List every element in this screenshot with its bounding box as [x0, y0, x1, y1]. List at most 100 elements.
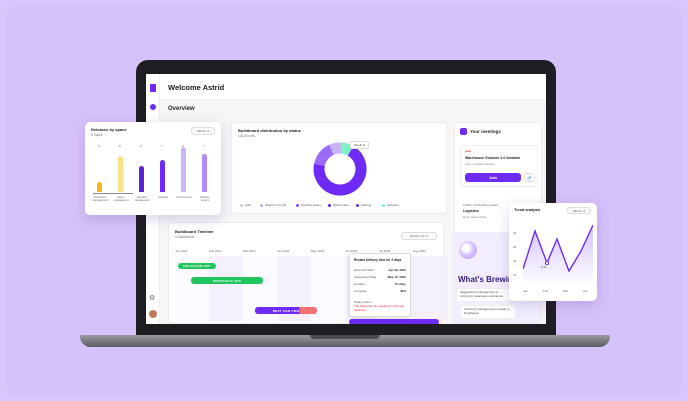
timeline-month: May 2024	[311, 249, 325, 253]
chevron-down-icon: ▾	[583, 208, 585, 213]
release-bar[interactable]	[139, 166, 144, 192]
releases-filter[interactable]: Month ▾	[191, 127, 215, 135]
legend-label: Pending status	[301, 203, 321, 207]
nav-home-icon[interactable]	[150, 104, 156, 110]
release-label: Procurement	[176, 196, 192, 199]
trend-y-tick: 30	[513, 245, 517, 249]
trend-filter-label: Month	[573, 208, 582, 213]
legend-label: Writing also	[333, 203, 349, 207]
settings-icon[interactable]: ⚙	[149, 295, 156, 302]
timeline-month: Mar 2024	[243, 249, 256, 253]
legend-label: Sold	[245, 203, 252, 207]
brewing-item-1[interactable]: Suggestions management is coming for sea…	[456, 288, 512, 302]
release-value: 8	[119, 144, 121, 148]
donut-tooltip: Ch+ff..9	[350, 141, 369, 149]
releases-title: Releases by space	[91, 127, 127, 132]
welcome-title: Welcome Astrid	[168, 83, 225, 92]
tooltip-row: Expected Start Apr 08, 2024	[354, 268, 406, 272]
timeline-month: Aug 2024	[413, 249, 426, 253]
release-label: Resident management	[134, 196, 150, 203]
meetings-card: Your meetings new Warehouse Scanner 2.0 …	[454, 122, 542, 242]
release-bar[interactable]	[202, 154, 207, 192]
releases-bars: 3 Acquisition management 8 admin management…	[91, 142, 215, 208]
legend-dot	[328, 203, 331, 207]
trend-line	[523, 224, 593, 273]
release-value: 5	[140, 144, 142, 148]
meeting-item: new Warehouse Scanner 2.0 Ideation Aug 3…	[460, 145, 538, 187]
trend-area	[523, 225, 593, 281]
trend-point[interactable]	[544, 260, 550, 266]
trend-point-label: 8.2k	[541, 265, 547, 269]
tooltip-value: 42%	[399, 289, 406, 293]
distribution-subtitle: 118,60 units	[238, 134, 256, 138]
legend-item[interactable]: Reight in fire 45	[260, 203, 286, 207]
timeline-title: Buildboard Timeline	[175, 229, 214, 234]
timeline-tooltip: Restart delivery time for 2 days Expecte…	[349, 253, 411, 317]
avatar[interactable]	[149, 310, 157, 318]
release-value: 7	[203, 144, 205, 148]
tooltip-key: Complete	[354, 289, 367, 293]
timeline-month: Jun 2024	[345, 249, 358, 253]
brewing-orb-icon	[459, 241, 477, 259]
release-bar[interactable]	[181, 147, 186, 192]
trend-card: Trend analysis Month ▾ 40 30 20 10 8.2k Jan F…	[509, 203, 597, 301]
chevron-down-icon: ▾	[207, 129, 209, 133]
meetings-title: Your meetings	[470, 129, 501, 134]
link-icon[interactable]: 🔗	[524, 173, 535, 182]
legend-item[interactable]: Sold	[240, 203, 251, 207]
timeline-month: Apr 2024	[277, 249, 290, 253]
release-label: Delivery system	[200, 196, 210, 203]
legend-dot	[296, 203, 299, 207]
legend-item[interactable]: Pending status	[296, 203, 321, 207]
trend-title: Trend analysis	[514, 208, 541, 212]
tooltip-key: Forecasted Date	[354, 275, 377, 279]
release-bar[interactable]	[97, 182, 102, 192]
legend-dot	[356, 203, 359, 207]
distribution-donut[interactable]	[310, 139, 370, 199]
legend-item[interactable]: Parking	[356, 203, 371, 207]
trend-x-tick: Apr	[583, 289, 588, 293]
distribution-card: Buildboard distribution by status 118,60…	[231, 122, 447, 214]
timeline-bar-extra[interactable]	[349, 319, 439, 324]
next-meeting-title: Logistics	[463, 209, 479, 213]
delay-text: The delivered the meetings of the last s…	[354, 304, 405, 312]
delay-label: Delay reason	[354, 300, 372, 304]
join-button[interactable]: Join	[465, 173, 521, 182]
legend-item[interactable]: Selected	[382, 203, 399, 207]
legend-label: Selected	[387, 203, 399, 207]
app-logo-icon[interactable]	[150, 84, 156, 92]
trend-y-tick: 40	[513, 231, 517, 235]
sort-label: Sort by: All	[410, 234, 425, 238]
timeline-month: Jul 2024	[379, 249, 391, 253]
tooltip-value: 7h days	[394, 282, 406, 286]
trend-x-tick: Jan	[523, 289, 528, 293]
release-label: admin management	[113, 196, 129, 203]
tooltip-key: Duration	[354, 282, 366, 286]
meeting-title: Warehouse Scanner 2.0 Ideation	[465, 156, 521, 160]
release-bar[interactable]	[118, 156, 123, 192]
timeline-bar-crm[interactable]: NEXT GEN CRM	[255, 307, 317, 314]
brewing-item-2[interactable]: Inventory management is ready to be ship…	[460, 305, 516, 319]
trend-x-tick: Mar	[563, 289, 569, 293]
overview-heading: Overview	[168, 106, 195, 112]
tooltip-value: May 16, 2024	[387, 275, 406, 279]
trend-filter[interactable]: Month ▾	[567, 207, 591, 214]
brewing-title: What's Brewing	[458, 275, 518, 284]
next-meeting-subtitle: Dear, Sales Desk	[463, 215, 487, 219]
release-label: Acquisition management	[92, 196, 108, 203]
sort-dropdown[interactable]: Sort by: All ▾	[401, 232, 437, 240]
legend-dot	[260, 203, 263, 207]
timeline-bar-portfolio[interactable]: PORTFOLIO APP	[191, 277, 263, 284]
trend-chart[interactable]	[523, 221, 593, 281]
new-badge: new	[465, 149, 471, 153]
release-value: 7	[161, 144, 163, 148]
trend-x-tick: Feb	[543, 289, 549, 293]
tooltip-value: Apr 08, 2024	[388, 268, 406, 272]
timeline-bar-dragstar[interactable]: DRAGSTAR APP	[178, 263, 216, 269]
releases-filter-label: Month	[197, 129, 206, 133]
meeting-subtitle: Aug 3, Aurelia Studios	[465, 162, 495, 166]
tooltip-row: Forecasted Date May 16, 2024	[354, 275, 406, 279]
release-bar[interactable]	[160, 160, 165, 192]
legend-item[interactable]: Writing also	[328, 203, 349, 207]
trend-y-tick: 10	[513, 273, 517, 277]
